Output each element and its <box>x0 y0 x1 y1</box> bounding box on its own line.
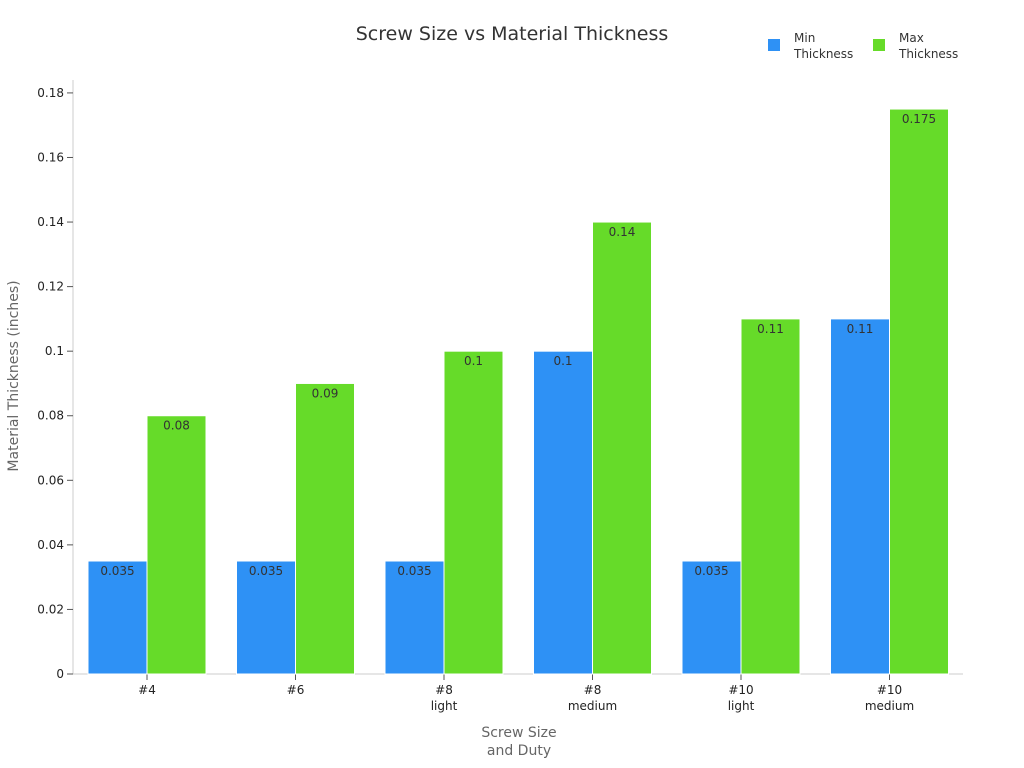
x-tick-label: #8 medium <box>568 683 617 713</box>
x-axis-title-text: Screw Size and Duty <box>481 725 556 759</box>
chart-title-group: Screw Size vs Material Thickness <box>356 23 669 45</box>
legend-swatch <box>768 39 780 51</box>
y-tick-label: 0.18 <box>37 86 64 100</box>
y-axis: 0 0.02 0.04 0.06 0.08 0.1 0.12 0.14 0.16 0.18 <box>37 80 74 681</box>
min-thickness-bar <box>236 560 296 675</box>
y-tick-label: 0.16 <box>37 150 64 164</box>
data-label: 0.1 <box>464 354 483 368</box>
data-label: 0.035 <box>694 564 728 578</box>
y-tick-label: 0.1 <box>45 344 64 358</box>
y-tick-label: 0.14 <box>37 215 64 229</box>
data-label: 0.035 <box>100 564 134 578</box>
min-thickness-bar <box>384 560 445 675</box>
data-label: 0.035 <box>397 564 431 578</box>
max-thickness-bar <box>443 350 504 675</box>
max-thickness-bar <box>889 108 949 675</box>
x-tick-label: #6 <box>287 683 305 697</box>
min-thickness-bar <box>830 318 890 675</box>
data-label: 0.11 <box>757 322 784 336</box>
chart-title: Screw Size vs Material Thickness <box>356 23 669 45</box>
y-tick-label: 0 <box>56 667 64 681</box>
min-thickness-bar <box>681 560 742 675</box>
min-thickness-bar <box>87 560 148 675</box>
y-tick-label: 0.12 <box>37 280 64 294</box>
max-thickness-bar <box>592 221 652 675</box>
bars <box>87 108 949 675</box>
legend-swatch <box>873 39 885 51</box>
y-tick-label: 0.08 <box>37 409 64 423</box>
x-tick-label: #8 light <box>431 683 458 713</box>
legend-label: Max Thickness <box>898 31 958 61</box>
max-thickness-bar <box>295 382 355 675</box>
data-label: 0.09 <box>312 386 339 400</box>
x-tick-label: #10 medium <box>865 683 914 713</box>
data-label: 0.08 <box>163 419 190 433</box>
x-axis: #4 #6 #8 light #8 medium #10 light #10 medium <box>73 673 963 713</box>
min-thickness-bar <box>533 350 593 675</box>
y-axis-title: Material Thickness (inches) <box>6 280 22 471</box>
data-labels: 0.035 0.035 0.035 0.1 0.035 0.11 0.08 0.09 0.1 0.… <box>100 112 936 578</box>
x-tick-label: #4 <box>138 683 156 697</box>
y-tick-label: 0.04 <box>37 538 64 552</box>
y-tick-label: 0.06 <box>37 473 64 487</box>
x-axis-title: Screw Size and Duty <box>481 725 556 759</box>
legend-label: Min Thickness <box>793 31 853 61</box>
data-label: 0.035 <box>249 564 283 578</box>
data-label: 0.14 <box>609 225 636 239</box>
data-label: 0.1 <box>553 354 572 368</box>
max-thickness-bar <box>740 318 801 675</box>
x-tick-label: #10 light <box>728 683 755 713</box>
y-tick-label: 0.02 <box>37 602 64 616</box>
max-thickness-bar <box>146 415 207 675</box>
data-label: 0.175 <box>902 112 936 126</box>
data-label: 0.11 <box>847 322 874 336</box>
legend: Min Thickness Max Thickness <box>768 31 958 61</box>
